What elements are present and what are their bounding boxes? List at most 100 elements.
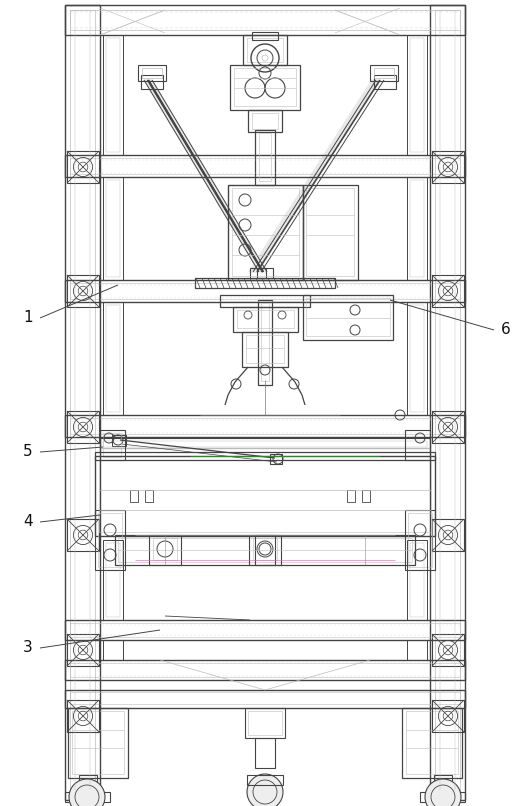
Bar xyxy=(103,441,427,447)
Bar xyxy=(65,280,465,302)
Bar xyxy=(106,38,120,152)
Bar xyxy=(255,130,275,185)
Bar xyxy=(243,35,287,65)
Bar xyxy=(220,295,310,307)
Bar xyxy=(259,133,271,181)
Bar xyxy=(70,10,460,30)
Bar xyxy=(408,513,432,567)
Bar xyxy=(67,151,99,183)
Bar xyxy=(432,634,464,666)
Bar xyxy=(432,275,464,307)
Bar xyxy=(410,180,424,277)
Circle shape xyxy=(425,779,461,806)
Text: 5: 5 xyxy=(23,444,33,459)
Bar xyxy=(407,35,427,155)
Bar xyxy=(303,185,358,280)
Bar xyxy=(153,538,177,560)
Bar xyxy=(141,75,163,89)
Bar xyxy=(261,303,269,381)
Bar xyxy=(70,283,460,299)
Bar xyxy=(65,155,465,177)
Polygon shape xyxy=(144,80,267,272)
Bar xyxy=(65,5,465,35)
Bar xyxy=(70,10,95,795)
Bar xyxy=(70,158,460,174)
Bar xyxy=(103,302,123,415)
Bar xyxy=(103,433,121,457)
Text: 6: 6 xyxy=(501,322,511,338)
Bar xyxy=(247,38,283,62)
Bar xyxy=(130,490,138,502)
Bar xyxy=(149,535,181,565)
Bar xyxy=(232,188,299,276)
Bar xyxy=(65,660,465,680)
Polygon shape xyxy=(249,80,380,272)
Bar xyxy=(407,540,427,620)
Bar xyxy=(253,538,277,560)
Bar xyxy=(252,32,278,40)
Bar xyxy=(142,68,162,78)
Bar xyxy=(374,75,396,89)
Bar xyxy=(67,519,99,551)
Bar xyxy=(252,113,278,129)
Bar xyxy=(434,775,452,793)
Bar xyxy=(246,335,284,363)
Bar xyxy=(432,700,464,732)
Bar xyxy=(65,690,465,708)
Bar xyxy=(95,452,435,460)
Bar xyxy=(103,35,123,155)
Bar xyxy=(234,68,296,106)
Bar xyxy=(405,510,435,570)
Bar xyxy=(306,298,390,336)
Bar xyxy=(103,640,123,660)
Bar xyxy=(374,68,394,78)
Bar xyxy=(405,430,430,460)
Bar xyxy=(112,435,126,446)
Bar xyxy=(432,519,464,551)
Bar xyxy=(100,438,430,448)
Bar xyxy=(79,775,97,793)
Bar xyxy=(432,151,464,183)
Bar xyxy=(249,535,281,565)
Bar xyxy=(233,307,298,332)
Bar xyxy=(432,411,464,443)
Bar xyxy=(67,275,99,307)
Bar xyxy=(258,300,272,385)
Bar xyxy=(430,5,465,800)
Bar xyxy=(255,738,275,768)
Bar xyxy=(410,38,424,152)
Bar xyxy=(230,65,300,110)
Bar xyxy=(303,295,393,340)
Bar xyxy=(67,700,99,732)
Bar xyxy=(99,460,431,532)
Bar xyxy=(70,692,460,704)
Bar xyxy=(237,310,294,328)
Bar xyxy=(100,448,430,456)
Bar xyxy=(115,535,415,565)
Text: 3: 3 xyxy=(23,641,33,655)
Bar xyxy=(255,535,275,565)
Bar xyxy=(257,268,273,278)
Bar xyxy=(407,640,427,660)
Bar xyxy=(95,456,435,536)
Bar xyxy=(228,185,303,280)
Bar xyxy=(407,302,427,415)
Circle shape xyxy=(247,774,283,806)
Bar xyxy=(195,278,335,288)
Bar xyxy=(70,663,460,677)
Bar xyxy=(65,620,465,640)
Bar xyxy=(138,65,166,81)
Bar xyxy=(306,188,354,276)
Bar xyxy=(245,708,285,738)
Bar xyxy=(362,490,370,502)
Bar xyxy=(247,775,283,785)
Bar xyxy=(420,792,465,802)
Bar xyxy=(67,634,99,666)
Bar xyxy=(70,623,460,637)
Bar xyxy=(106,305,120,412)
Bar xyxy=(68,708,128,778)
Bar xyxy=(103,177,123,280)
Bar xyxy=(118,538,412,562)
Text: 1: 1 xyxy=(23,310,33,326)
Bar xyxy=(242,332,288,367)
